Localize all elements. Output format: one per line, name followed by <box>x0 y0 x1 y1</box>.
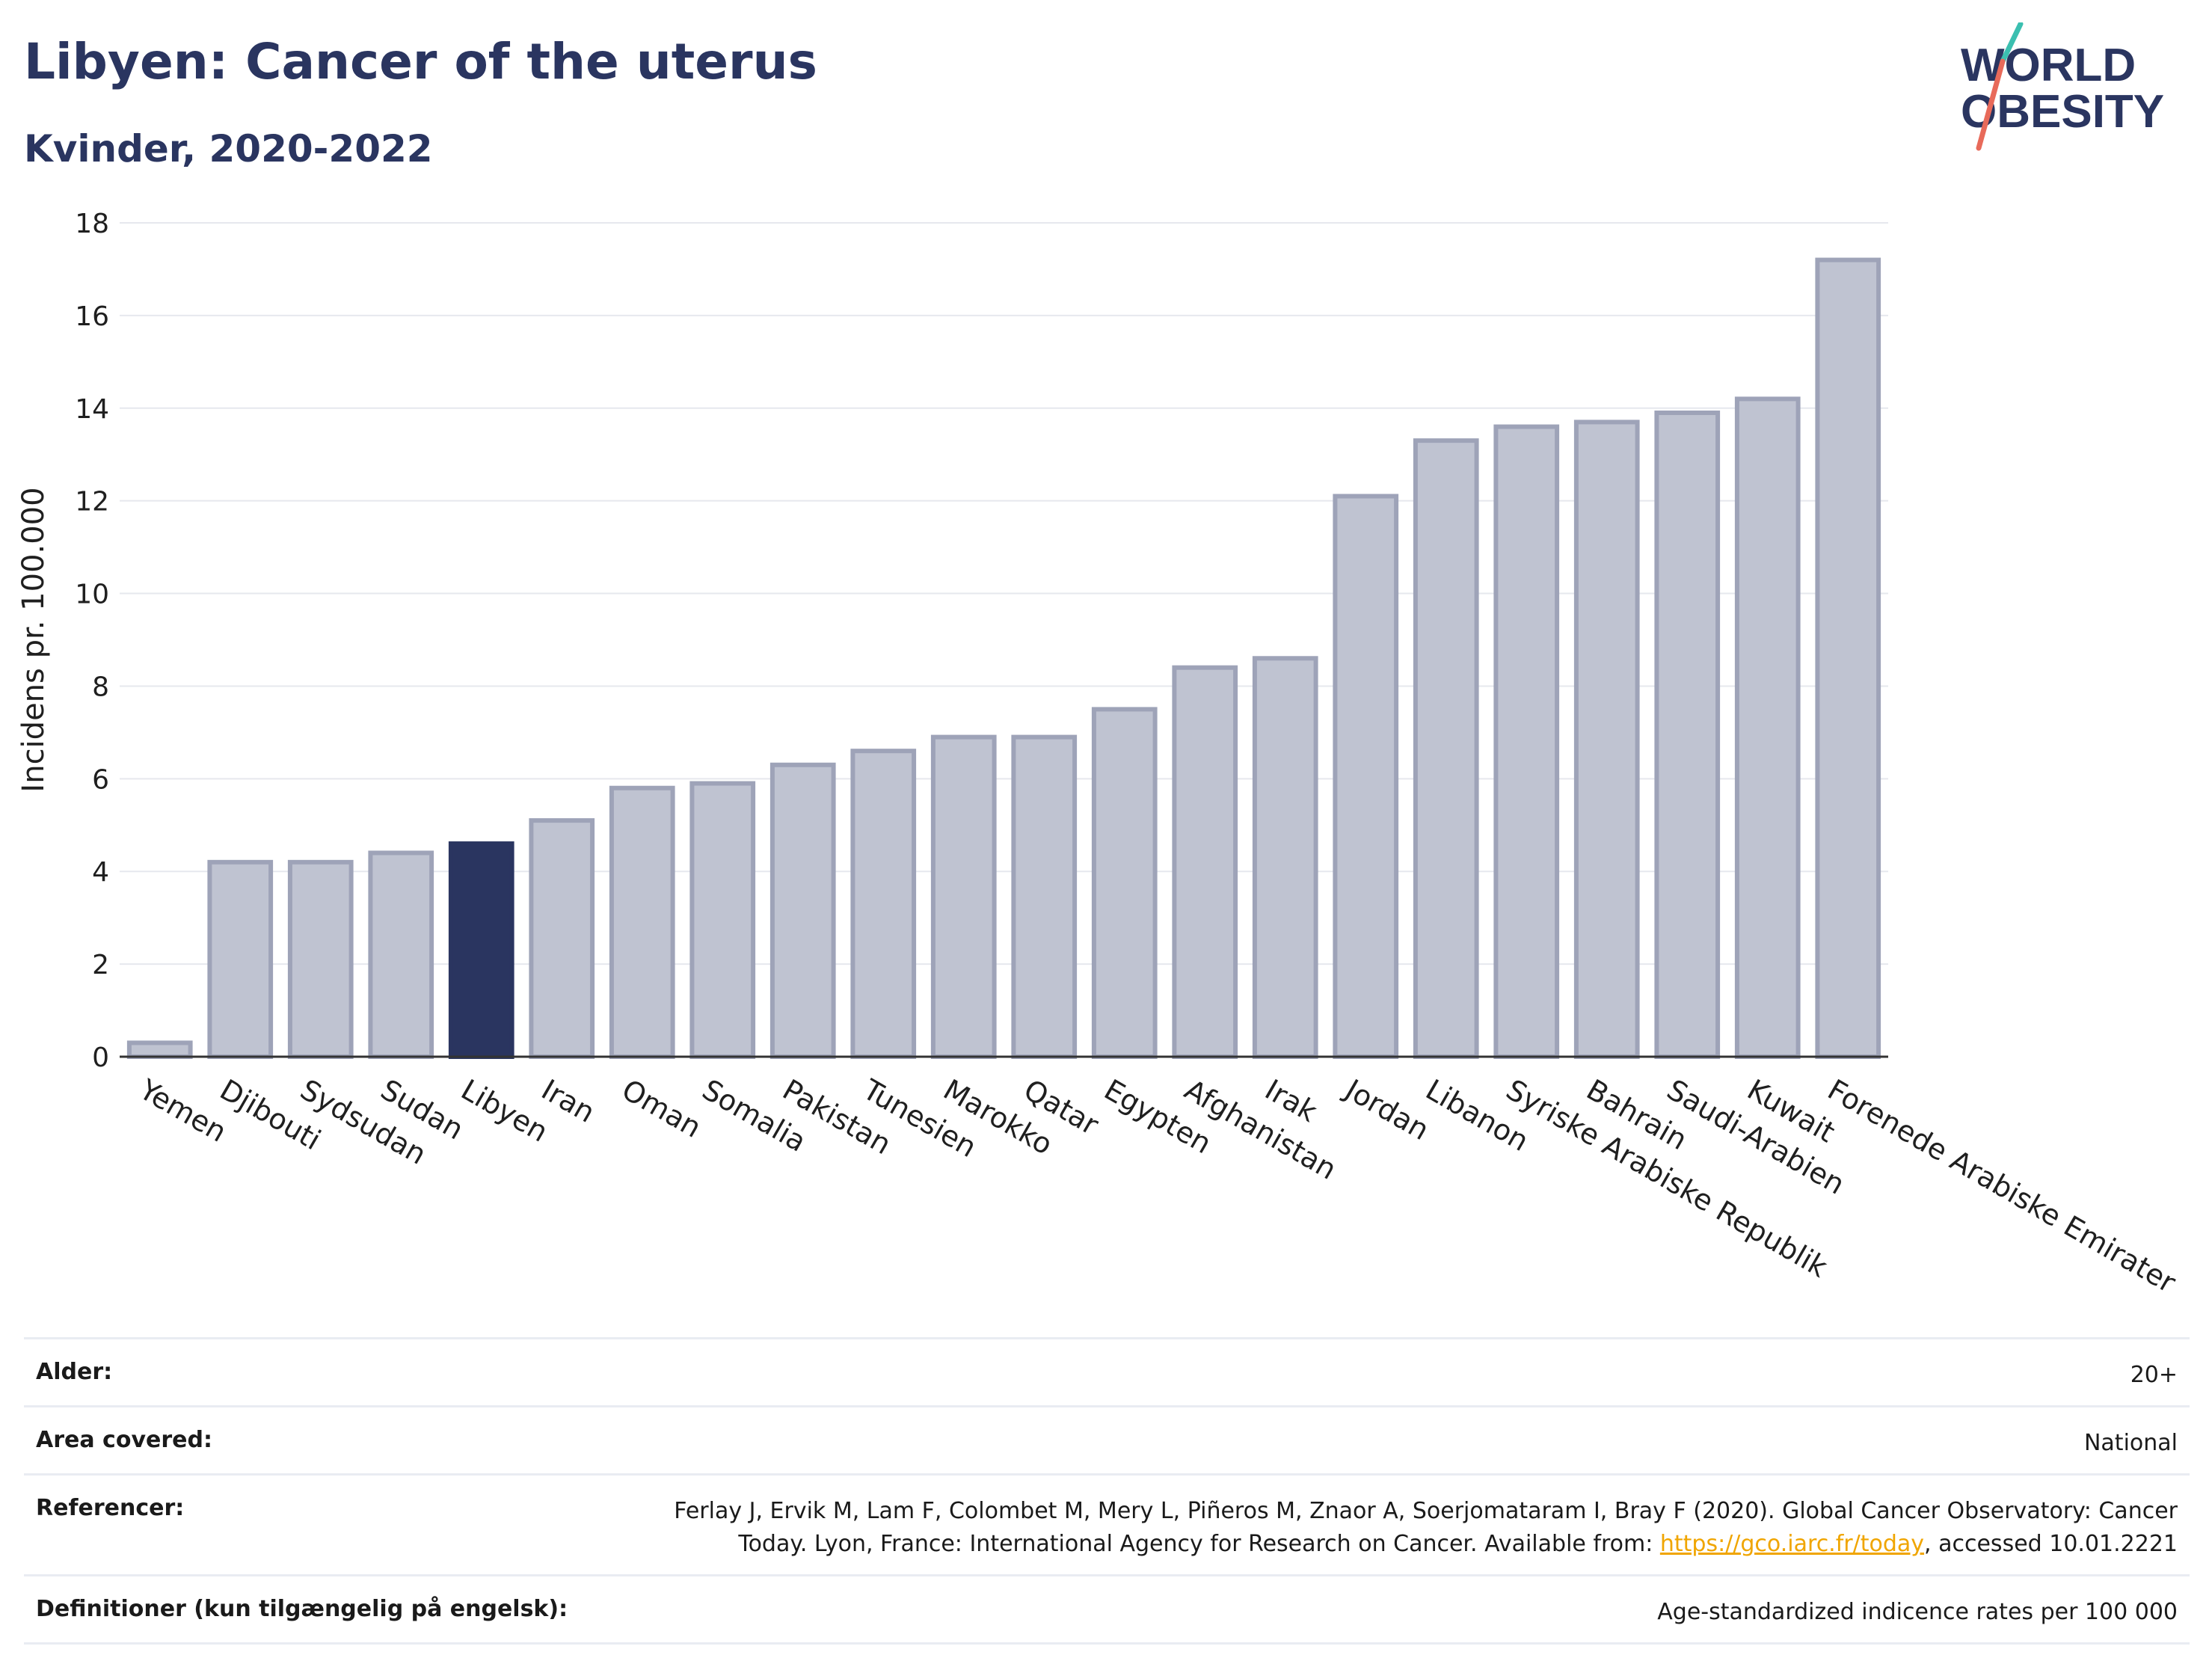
meta-value-age: 20+ <box>2130 1362 2178 1388</box>
reference-link[interactable]: https://gco.iarc.fr/today <box>1659 1531 1925 1557</box>
bar <box>850 749 917 1060</box>
bar <box>689 781 756 1060</box>
y-tick-label: 12 <box>75 487 109 518</box>
world-obesity-logo: WORLD OBESITY <box>1961 22 2164 151</box>
chart-title: Libyen: Cancer of the uterus <box>24 33 817 90</box>
meta-row-age: Alder: 20+ <box>24 1337 2190 1405</box>
y-tick-label: 0 <box>92 1043 109 1073</box>
reference-text-accessed: , accessed 10.01.2221 <box>1924 1531 2178 1557</box>
reference-text-line1: Ferlay J, Ervik M, Lam F, Colombet M, Me… <box>674 1498 2178 1524</box>
bar <box>1654 410 1721 1059</box>
meta-row-references: Referencer: Ferlay J, Ervik M, Lam F, Co… <box>24 1473 2190 1574</box>
x-tick-label: Yemen <box>133 1072 232 1149</box>
x-tick-label: Oman <box>616 1073 707 1144</box>
y-axis-ticks: 0 2 4 6 8 10 12 14 16 18 <box>75 209 109 1073</box>
meta-label-definitions: Definitioner (kun tilgængelig på engelsk… <box>36 1596 568 1622</box>
bars <box>126 257 1881 1060</box>
bar <box>1734 396 1801 1059</box>
meta-value-area: National <box>2083 1430 2178 1456</box>
chart-subtitle: Kvinder, 2020-2022 <box>24 127 433 171</box>
bar <box>1573 420 1640 1059</box>
meta-value-references: Ferlay J, Ervik M, Lam F, Colombet M, Me… <box>674 1495 2178 1561</box>
metadata-table: Alder: 20+ Area covered: National Refere… <box>24 1337 2190 1645</box>
bar <box>368 850 434 1059</box>
y-tick-label: 6 <box>92 764 109 795</box>
meta-row-area: Area covered: National <box>24 1405 2190 1473</box>
bar <box>769 762 836 1059</box>
y-tick-label: 8 <box>92 672 109 702</box>
x-tick-label: Forenede Arabiske Emirater <box>1822 1073 2181 1300</box>
meta-label-age: Alder: <box>36 1359 113 1385</box>
bar <box>609 785 675 1059</box>
bar <box>1493 424 1560 1059</box>
bar-chart: 0 2 4 6 8 10 12 14 16 18 YemenDjiboutiSydsudanSud… <box>16 209 2181 1300</box>
bar <box>287 859 354 1060</box>
bar <box>207 859 274 1060</box>
bar <box>529 818 595 1060</box>
y-tick-label: 14 <box>75 394 109 425</box>
bar-highlighted <box>448 841 514 1059</box>
y-tick-label: 10 <box>75 580 109 610</box>
bar <box>1091 707 1158 1060</box>
y-tick-label: 4 <box>92 857 109 888</box>
reference-text-line2: Today. Lyon, France: International Agenc… <box>738 1531 1660 1557</box>
bar <box>1172 665 1238 1059</box>
y-tick-label: 16 <box>75 301 109 332</box>
meta-row-definitions: Definitioner (kun tilgængelig på engelsk… <box>24 1574 2190 1645</box>
x-tick-label: Libyen <box>455 1073 553 1149</box>
bar <box>930 734 997 1059</box>
meta-label-area: Area covered: <box>36 1427 212 1453</box>
bar <box>1333 494 1399 1059</box>
bar <box>126 1040 193 1059</box>
meta-value-definitions: Age-standardized indicence rates per 100… <box>1657 1599 2178 1625</box>
bar <box>1011 734 1078 1059</box>
bar <box>1815 257 1881 1059</box>
y-axis-label: Incidens pr. 100.000 <box>16 487 51 792</box>
y-tick-label: 2 <box>92 950 109 980</box>
meta-label-references: Referencer: <box>36 1495 185 1521</box>
bar <box>1252 656 1318 1059</box>
logo-line1: WORLD <box>1961 40 2136 91</box>
bar <box>1413 438 1479 1059</box>
x-tick-label: Jordan <box>1339 1072 1434 1147</box>
y-tick-label: 18 <box>75 209 109 239</box>
